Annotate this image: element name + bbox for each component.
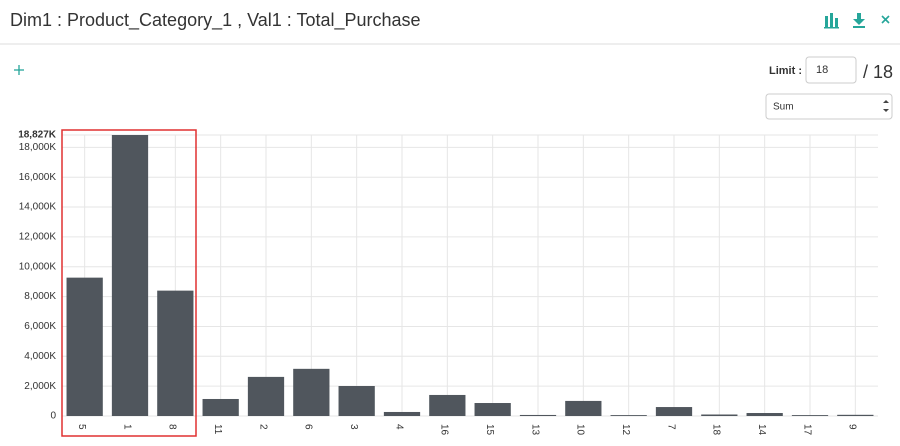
x-tick-label: 12 xyxy=(620,424,631,436)
bar xyxy=(66,277,103,416)
bar xyxy=(565,400,602,416)
y-tick-label: 0 xyxy=(50,411,56,422)
y-tick-label: 10,000K xyxy=(19,261,57,272)
limit-input[interactable] xyxy=(805,56,857,84)
x-tick-label: 15 xyxy=(484,424,495,436)
x-tick-label: 1 xyxy=(121,424,132,430)
close-icon[interactable] xyxy=(881,15,890,24)
widget-title: Dim1 : Product_Category_1 , Val1 : Total… xyxy=(10,10,421,31)
bar xyxy=(383,411,421,416)
bar xyxy=(293,368,330,416)
bar xyxy=(746,413,783,416)
y-tick-label: 18,000K xyxy=(19,142,57,153)
limit-value: 18 xyxy=(816,64,828,76)
bar xyxy=(202,398,239,416)
bar xyxy=(701,414,738,416)
x-tick-label: 5 xyxy=(76,424,87,430)
x-tick-label: 10 xyxy=(575,424,586,436)
x-tick-label: 13 xyxy=(529,424,540,436)
bar xyxy=(837,414,874,416)
x-tick-label: 6 xyxy=(303,424,314,430)
add-icon[interactable] xyxy=(14,65,24,75)
selection-box xyxy=(61,129,197,437)
y-tick-label: 12,000K xyxy=(19,232,57,243)
y-tick-label: 16,000K xyxy=(19,172,57,183)
chart: 0 2,000K 4,000K 6,000K 8,000K 10,000K 12,000K 1… xyxy=(18,130,878,436)
x-tick-label: 3 xyxy=(348,424,359,430)
y-tick-label: 6,000K xyxy=(24,321,56,332)
bar xyxy=(519,414,557,416)
y-tick-label: 4,000K xyxy=(24,351,56,362)
x-tick-label: 4 xyxy=(393,424,404,430)
y-tick-label: 18,827K xyxy=(18,130,57,141)
bar xyxy=(655,407,693,416)
x-tick-label: 14 xyxy=(756,424,767,436)
y-tick-label: 8,000K xyxy=(24,291,56,302)
chart-type-icon[interactable] xyxy=(824,13,839,29)
bar xyxy=(111,135,149,416)
aggregate-select[interactable] xyxy=(765,93,893,120)
bar xyxy=(247,376,285,416)
bar xyxy=(338,386,375,416)
select-arrows xyxy=(883,100,889,112)
bar xyxy=(791,415,829,416)
aggregate-value: Sum xyxy=(773,102,794,113)
download-icon[interactable] xyxy=(853,13,865,28)
limit-total: / 18 xyxy=(863,62,893,82)
bar xyxy=(157,290,194,416)
bar xyxy=(474,403,511,416)
x-tick-label: 7 xyxy=(665,424,676,430)
limit-label: Limit : xyxy=(769,65,802,77)
x-tick-label: 9 xyxy=(847,424,858,430)
x-tick-label: 16 xyxy=(439,424,450,436)
bar xyxy=(610,415,647,416)
y-tick-label: 2,000K xyxy=(24,381,56,392)
x-tick-label: 17 xyxy=(801,424,812,436)
y-tick-label: 14,000K xyxy=(19,202,57,213)
x-tick-label: 18 xyxy=(711,424,722,436)
x-tick-label: 2 xyxy=(257,424,268,430)
x-tick-label: 11 xyxy=(212,424,223,435)
x-tick-label: 8 xyxy=(167,424,178,430)
bar xyxy=(429,394,466,416)
